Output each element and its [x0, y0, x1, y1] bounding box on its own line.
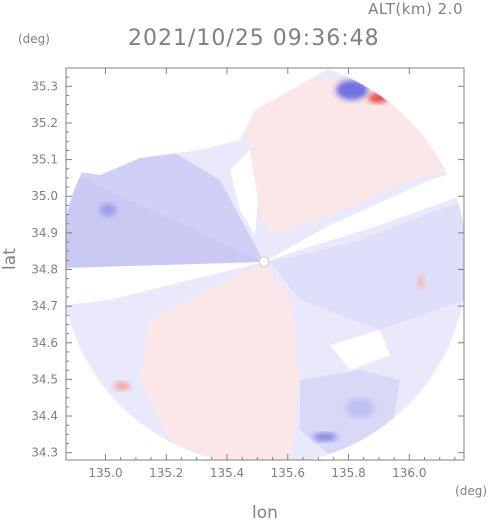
southeast-negative-echo	[346, 398, 374, 418]
altitude-label: ALT(km) 2.0	[368, 0, 463, 18]
north-no-data	[66, 68, 330, 175]
x-axis-unit: (deg)	[455, 484, 487, 498]
y-tick-label: 35.1	[31, 153, 58, 167]
y-tick-label: 34.6	[31, 336, 58, 350]
northwest-sector	[66, 150, 264, 262]
y-tick-label: 35.0	[31, 189, 58, 203]
east-gap	[264, 170, 464, 262]
north-gap	[230, 150, 258, 235]
y-tick-label: 35.2	[31, 116, 58, 130]
y-tick-label: 35.3	[31, 79, 58, 93]
west-sector	[66, 170, 264, 268]
radar-site	[258, 256, 270, 268]
northeast-sector	[245, 75, 455, 235]
x-tick-label: 135.6	[271, 466, 305, 480]
x-tick-label: 135.4	[210, 466, 244, 480]
y-tick-label: 34.8	[31, 262, 58, 276]
east-sector	[270, 200, 464, 330]
x-tick-label: 135.0	[88, 466, 122, 480]
timestamp: 2021/10/25 09:36:48	[128, 26, 380, 51]
x-axis-label: lon	[252, 503, 278, 523]
southwest-sector	[140, 262, 300, 460]
south-negative-echo	[313, 433, 337, 441]
radar-field	[66, 68, 464, 460]
west-negative-echo	[100, 204, 116, 216]
strong-positive-echo	[368, 93, 388, 103]
y-tick-label: 34.3	[31, 446, 58, 460]
y-tick-label: 34.7	[31, 299, 58, 313]
y-tick-label: 34.5	[31, 372, 58, 386]
y-tick-label: 34.9	[31, 226, 58, 240]
x-tick-label: 135.2	[149, 466, 183, 480]
plot-frame	[65, 67, 465, 461]
y-tick-label: 34.4	[31, 409, 58, 423]
southeast-gap	[330, 330, 390, 370]
southwest-positive-echo	[114, 382, 130, 390]
axis-ticks: 135.0 135.2 135.4 135.6 135.8 136.0 34.3 34.4 34…	[31, 67, 464, 480]
west-gap	[66, 262, 264, 305]
y-axis-unit: (deg)	[18, 32, 50, 46]
x-tick-label: 135.8	[331, 466, 365, 480]
x-tick-label: 136.0	[392, 466, 426, 480]
east-positive-echo	[418, 275, 424, 289]
strong-negative-echo	[336, 80, 368, 100]
